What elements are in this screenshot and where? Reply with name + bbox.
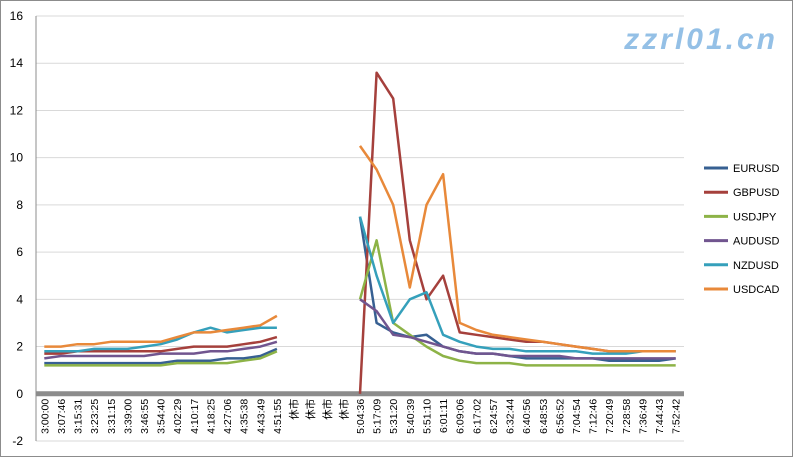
x-tick-label: 6:17:02	[471, 399, 483, 434]
x-tick-label: 6:48:53	[538, 399, 550, 434]
watermark: zzrl01.cn	[624, 23, 778, 56]
legend-label-eurusd: EURUSD	[733, 163, 780, 175]
series-line-gbpusd	[358, 71, 676, 394]
x-tick-label: 3:54:40	[156, 399, 168, 434]
x-tick-label: 7:20:49	[604, 399, 616, 434]
series-line-audusd	[359, 298, 676, 360]
x-tick-label: 7:28:58	[621, 399, 633, 434]
x-tick-label: 3:39:00	[122, 399, 134, 434]
y-tick-label: 0	[16, 387, 23, 401]
x-tick-label: 3:15:31	[73, 399, 85, 434]
y-tick-label: 12	[10, 103, 24, 117]
x-tick-label: 7:36:49	[637, 399, 649, 434]
y-tick-label: 10	[10, 151, 24, 165]
legend-label-usdjpy: USDJPY	[733, 211, 777, 223]
x-tick-label: 7:12:46	[588, 399, 600, 434]
x-tick-label: 6:40:56	[521, 399, 533, 434]
x-tick-label: 休市	[288, 399, 301, 420]
x-tick-label: 7:04:54	[571, 399, 583, 434]
x-tick-label: 6:01:11	[438, 399, 450, 433]
y-tick-label: 16	[10, 9, 24, 23]
y-tick-label: 6	[16, 245, 23, 259]
x-tick-label: 6:24:57	[488, 399, 500, 434]
series-line-usdcad	[44, 314, 278, 348]
series-line-usdcad	[358, 145, 676, 353]
legend-label-nzdusd: NZDUSD	[733, 260, 779, 272]
x-tick-label: 4:10:17	[189, 399, 201, 434]
x-tick-label: 5:40:39	[405, 399, 417, 434]
x-tick-label: 4:27:06	[222, 399, 234, 434]
y-tick-label: 4	[16, 292, 23, 306]
x-tick-label: 3:23:25	[89, 399, 101, 434]
x-tick-label: 5:51:10	[421, 399, 433, 434]
y-tick-label: -2	[12, 434, 23, 448]
series-line-nzdusd	[358, 216, 676, 355]
x-tick-label: 4:51:55	[272, 399, 284, 434]
y-tick-label: 2	[16, 340, 23, 354]
x-tick-label: 7:44:43	[654, 399, 666, 434]
x-tick-label: 3:31:15	[106, 399, 118, 434]
x-tick-label: 5:17:09	[372, 399, 384, 434]
legend-label-usdcad: USDCAD	[733, 284, 780, 296]
x-tick-label: 5:04:36	[355, 399, 367, 434]
x-tick-label: 3:46:55	[139, 399, 151, 434]
x-tick-label: 4:02:29	[172, 399, 184, 434]
x-tick-label: 6:09:06	[455, 399, 467, 434]
x-tick-label: 休市	[321, 399, 334, 420]
x-tick-label: 3:07:46	[56, 399, 68, 434]
y-tick-label: 14	[10, 56, 24, 70]
x-tick-label: 4:18:25	[205, 399, 217, 434]
y-tick-label: 8	[16, 198, 23, 212]
x-tick-label: 6:32:44	[505, 399, 517, 434]
x-tick-label: 4:35:38	[239, 399, 251, 434]
x-tick-label: 6:56:52	[554, 399, 566, 434]
x-tick-label: 5:31:20	[388, 399, 400, 434]
x-tick-label: 7:52:42	[671, 399, 683, 434]
x-tick-label: 休市	[337, 399, 350, 420]
legend-label-gbpusd: GBPUSD	[733, 187, 780, 199]
x-tick-label: 休市	[304, 399, 317, 420]
x-tick-label: 4:43:49	[255, 399, 267, 434]
series-line-nzdusd	[44, 326, 277, 353]
legend-label-audusd: AUDUSD	[733, 236, 780, 248]
series-line-eurusd	[44, 347, 278, 365]
series-line-usdjpy	[44, 350, 278, 367]
x-tick-label: 3:00:00	[39, 399, 51, 434]
series-line-audusd	[44, 340, 278, 360]
